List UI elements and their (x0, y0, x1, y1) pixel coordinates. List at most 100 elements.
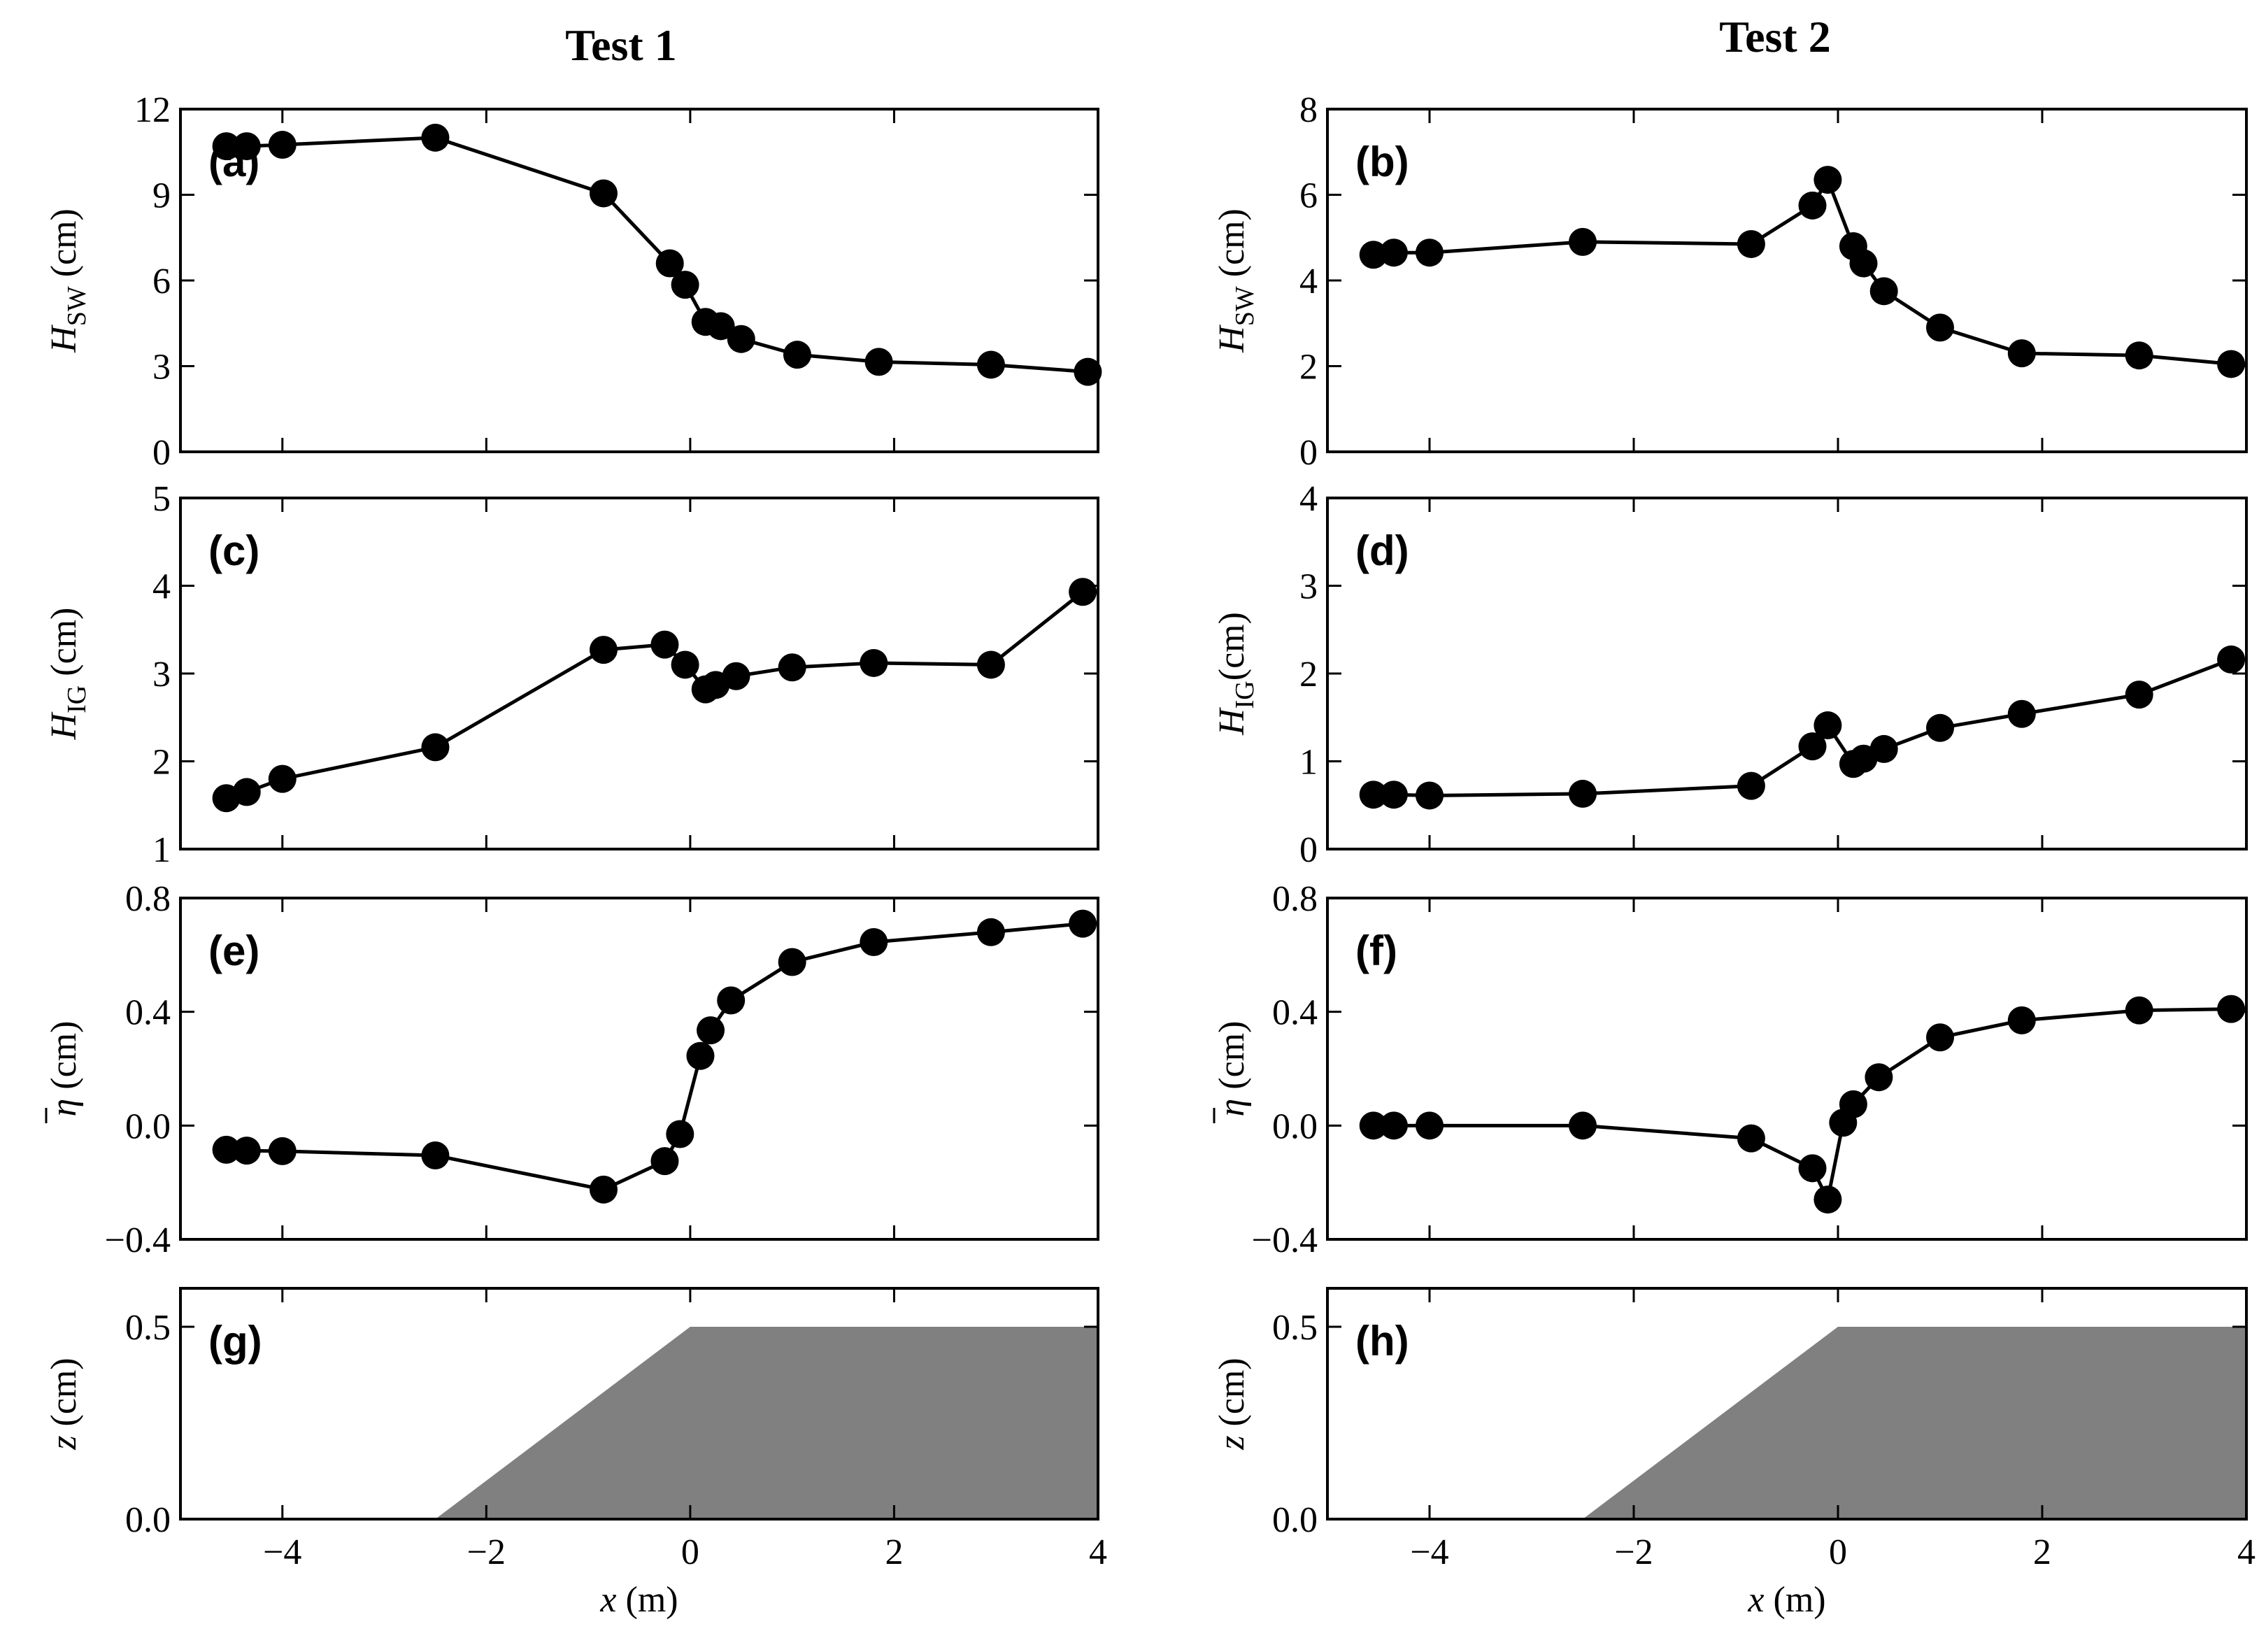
data-point (783, 341, 811, 369)
data-point (1379, 781, 1408, 809)
x-tick-label: 2 (885, 1532, 903, 1572)
plot-frame (179, 497, 1099, 850)
data-point (1069, 578, 1097, 606)
y-axis-unit: (cm) (1212, 1358, 1252, 1435)
series-line (1373, 176, 2232, 366)
y-tick-label: 0.4 (125, 993, 171, 1033)
bathymetry-area (1583, 1327, 2246, 1519)
y-axis-symbol: H (44, 325, 84, 353)
data-point (686, 1041, 715, 1070)
data-point (976, 350, 1005, 379)
data-point (1737, 1124, 1765, 1153)
data-point (232, 132, 261, 161)
data-point (650, 630, 679, 659)
data-point (727, 325, 755, 353)
data-point (717, 986, 746, 1015)
x-tick-label: 0 (681, 1532, 699, 1572)
y-tick-label: 0.5 (1272, 1308, 1318, 1348)
y-tick-label: −0.4 (105, 1220, 171, 1260)
data-point (2217, 995, 2246, 1023)
panel-label: (d) (1355, 527, 1409, 574)
panel-label: (e) (208, 927, 259, 974)
data-point (671, 650, 699, 679)
data-point (2125, 996, 2153, 1025)
data-point (1069, 909, 1097, 938)
y-axis-label: η (cm) (44, 1021, 84, 1117)
y-axis-symbol: η (1212, 1099, 1252, 1117)
data-point (2007, 699, 2036, 728)
y-tick-label: 12 (134, 90, 171, 130)
plot-frame (179, 897, 1099, 1241)
data-point (212, 1135, 241, 1164)
x-axis-label: x (m) (1747, 1580, 1825, 1620)
data-point (666, 1120, 694, 1148)
data-point (1869, 734, 1898, 763)
data-point (1926, 1023, 1954, 1052)
data-point (589, 1175, 618, 1204)
data-point (655, 249, 684, 278)
data-point (650, 1147, 679, 1176)
panel-e: −0.4 0.0 0.4 0.8 η (cm) (e) (44, 879, 1099, 1260)
y-tick-label: 0 (152, 433, 171, 473)
data-point (1379, 1111, 1408, 1140)
y-tick-label: 9 (152, 176, 171, 216)
y-tick-label: 0 (1299, 433, 1318, 473)
data-point (671, 271, 699, 299)
data-point (1074, 357, 1102, 386)
data-point (2217, 645, 2246, 674)
data-point (1869, 277, 1898, 306)
y-axis-label: z (cm) (1212, 1358, 1252, 1450)
y-axis-unit: (cm) (44, 1021, 84, 1099)
y-tick-label: 3 (152, 348, 171, 387)
y-axis-symbol: H (1212, 325, 1252, 353)
data-point (268, 1137, 297, 1165)
y-axis-subscript: IG (1230, 681, 1260, 708)
plot-frame (1326, 1287, 2248, 1521)
y-tick-label: 4 (1299, 262, 1318, 301)
data-point (212, 132, 241, 161)
panel-label: (b) (1355, 138, 1409, 185)
plot-frame (179, 1287, 1099, 1521)
data-point (1798, 191, 1827, 220)
y-tick-label: 6 (1299, 176, 1318, 216)
y-tick-label: 0 (1299, 830, 1318, 870)
panel-c: 1 2 3 4 5 HIG (cm) (c) (44, 479, 1099, 870)
y-axis-symbol: H (44, 711, 84, 740)
data-point (268, 131, 297, 159)
y-axis-unit: (cm) (44, 1358, 84, 1435)
panel-h: −4 −2 0 2 4 0.0 0.5 z (cm) (h) (1212, 1287, 2256, 1572)
data-point (2217, 350, 2246, 378)
data-point (860, 928, 888, 957)
y-tick-label: 1 (1299, 743, 1318, 783)
plot-frame (179, 108, 1099, 453)
y-axis-label: η (cm) (1212, 1021, 1252, 1117)
y-tick-label: 0.0 (1272, 1500, 1318, 1540)
y-tick-label: 6 (152, 262, 171, 301)
y-tick-label: 4 (152, 567, 171, 607)
data-point (589, 179, 618, 208)
series-line (225, 590, 1084, 800)
panel-b: 0 2 4 6 8 HSW (cm) (b) (1212, 90, 2248, 473)
y-axis-subscript: SW (62, 286, 92, 326)
data-point (1416, 781, 1444, 810)
data-point (1865, 1063, 1893, 1092)
data-point (421, 733, 450, 762)
y-tick-label: 8 (1299, 90, 1318, 130)
data-point (1379, 238, 1408, 267)
data-point (1737, 229, 1765, 258)
data-point (976, 918, 1005, 946)
bathymetry-area (435, 1327, 1098, 1519)
y-axis-symbol: H (1212, 707, 1252, 736)
y-tick-label: 3 (152, 655, 171, 695)
data-point (1839, 1090, 1867, 1118)
data-point (976, 650, 1005, 679)
data-point (706, 312, 735, 341)
y-tick-label: 0.0 (1272, 1106, 1318, 1146)
panel-label: (f) (1355, 927, 1397, 974)
data-point (421, 123, 450, 152)
data-point (2007, 1006, 2036, 1034)
series-line (226, 136, 1088, 374)
